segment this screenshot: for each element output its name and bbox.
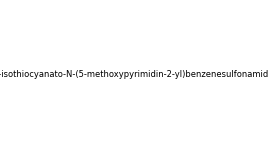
Text: 4-isothiocyanato-N-(5-methoxypyrimidin-2-yl)benzenesulfonamide: 4-isothiocyanato-N-(5-methoxypyrimidin-2… xyxy=(0,70,268,78)
